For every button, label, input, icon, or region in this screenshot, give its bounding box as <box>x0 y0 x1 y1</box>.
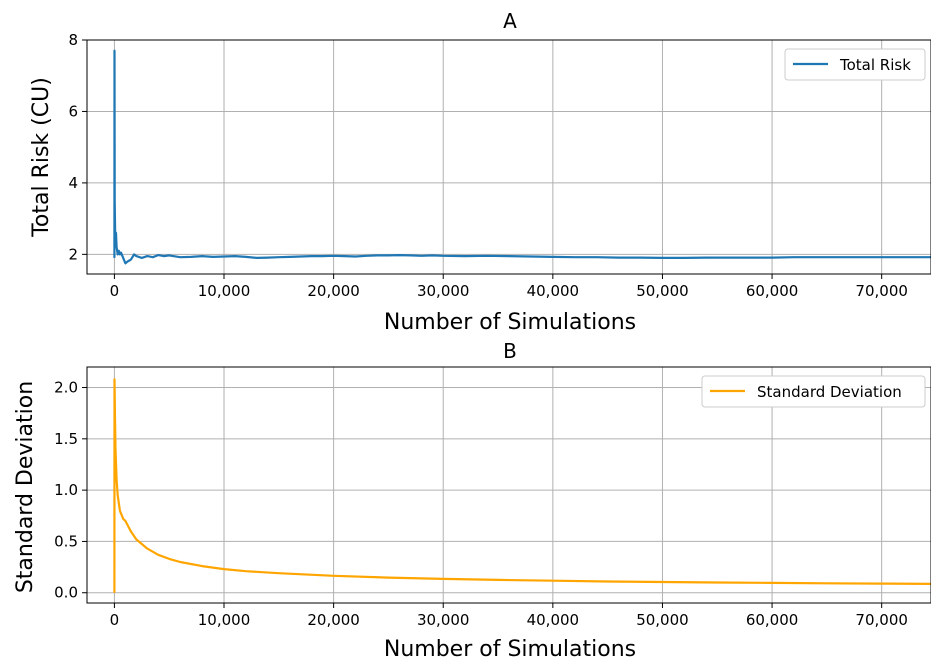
chart-b-xtick-label: 60,000 <box>746 611 799 629</box>
chart-b-lines <box>113 378 931 593</box>
chart-b-grid <box>87 367 931 603</box>
chart-a-xtick-label: 50,000 <box>636 282 689 300</box>
chart-b-ylabel: Standard Deviation <box>13 381 38 593</box>
chart-a-xtick-label: 60,000 <box>746 282 799 300</box>
chart-a-xtick-label: 20,000 <box>307 282 360 300</box>
chart-b-xtick-label: 10,000 <box>198 611 251 629</box>
chart-a-ytick-label: 4 <box>68 174 78 192</box>
chart-b-ytick-label: 1.0 <box>54 481 78 499</box>
chart-b-xtick-label: 50,000 <box>636 611 689 629</box>
chart-a-xtick-label: 0 <box>110 282 120 300</box>
chart-b-ytick-label: 1.5 <box>54 430 78 448</box>
chart-a-legend-label: Total Risk <box>839 56 911 74</box>
chart-b-xtick-label: 0 <box>110 611 120 629</box>
chart-b-xtick-label: 40,000 <box>527 611 580 629</box>
chart-a-lines <box>113 49 931 265</box>
chart-b-legend-box <box>701 375 926 408</box>
chart-a-legend-box <box>784 48 926 81</box>
chart-b-xtick-label: 70,000 <box>855 611 908 629</box>
chart-a-xlabel: Number of Simulations <box>384 310 636 335</box>
chart-a-axes-frame <box>86 39 931 275</box>
chart-a-xtick-label: 70,000 <box>855 282 908 300</box>
chart-b-ytick-label: 2.0 <box>54 379 78 397</box>
chart-b-ytick-label: 0.0 <box>54 584 78 602</box>
chart-a-ytick-label: 8 <box>68 31 78 49</box>
panel-b: B Number of Simulations Standard Deviati… <box>13 339 931 662</box>
chart-b-series-line <box>113 378 931 593</box>
chart-b-title: B <box>503 339 517 363</box>
chart-b-ytick-label: 0.5 <box>54 532 78 550</box>
chart-a-ylabel: Total Risk (CU) <box>29 77 54 238</box>
panel-a: A Number of Simulations Total Risk (CU) … <box>29 9 931 335</box>
chart-b-ticks: 0 10,000 20,000 30,000 40,000 50,000 60,000 70,… <box>54 379 908 629</box>
chart-b-xtick-label: 20,000 <box>307 611 360 629</box>
chart-b-axes-frame <box>86 366 931 604</box>
chart-b-legend-label: Standard Deviation <box>757 383 902 401</box>
chart-b-xtick-label: 30,000 <box>417 611 470 629</box>
chart-a-series-line <box>113 49 931 265</box>
chart-a-xtick-label: 40,000 <box>527 282 580 300</box>
chart-b-legend: Standard Deviation <box>701 375 926 408</box>
chart-a-ticks: 0 10,000 20,000 30,000 40,000 50,000 60,000 70,… <box>68 31 907 300</box>
chart-a-legend: Total Risk <box>784 48 926 81</box>
chart-a-title: A <box>503 9 517 33</box>
chart-a-ytick-label: 6 <box>68 102 78 120</box>
chart-b-xlabel: Number of Simulations <box>384 637 636 662</box>
chart-a-xtick-label: 10,000 <box>198 282 251 300</box>
chart-a-ytick-label: 2 <box>68 245 78 263</box>
chart-a-xtick-label: 30,000 <box>417 282 470 300</box>
